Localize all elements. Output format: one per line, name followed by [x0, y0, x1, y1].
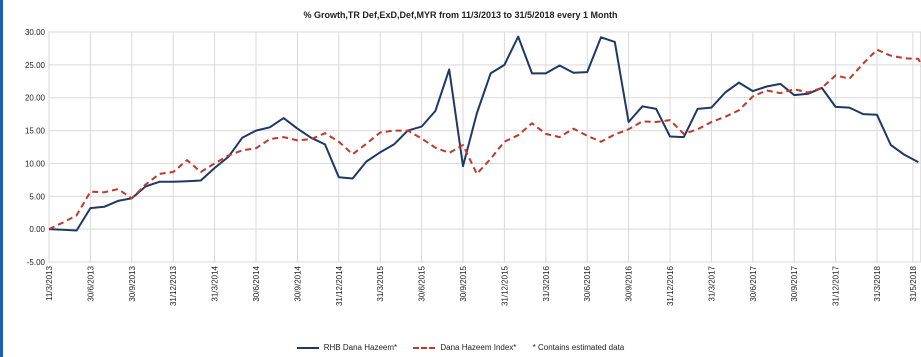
series-line-rhb-dana-hazeem: [48, 35, 919, 232]
y-tick-label: 30.00: [25, 28, 46, 37]
x-tick-label: 31/5/2018: [909, 265, 918, 301]
x-tick-label: 31/3/2016: [542, 265, 551, 301]
legend-swatch-dashed: [413, 347, 436, 350]
x-tick-label: 30/9/2016: [625, 265, 634, 301]
x-tick-label: 31/12/2016: [666, 265, 675, 306]
y-tick-label: 0.00: [29, 225, 45, 234]
series-line-dana-hazeem-index: [48, 48, 921, 231]
x-tick-label: 30/6/2017: [749, 265, 758, 301]
legend-item-index: Dana Hazeem Index*: [413, 343, 516, 352]
y-tick-label: 25.00: [25, 61, 46, 70]
legend-item-rhb: RHB Dana Hazeem*: [296, 343, 398, 353]
legend: RHB Dana Hazeem* Dana Hazeem Index* * Co…: [0, 343, 921, 352]
y-tick-label: 20.00: [25, 94, 46, 103]
x-tick-label: 30/9/2013: [128, 265, 137, 301]
y-tick-label: -5.00: [27, 258, 46, 267]
x-tick-label: 31/3/2015: [376, 265, 385, 301]
x-tick-label: 31/3/2018: [873, 265, 882, 301]
grid: [48, 31, 921, 263]
x-tick-label: 31/12/2015: [500, 265, 509, 306]
y-tick-label: 10.00: [25, 159, 46, 168]
x-tick-label: 30/9/2017: [790, 265, 799, 301]
y-tick-label: 15.00: [25, 127, 46, 136]
x-tick-label: 31/12/2017: [832, 265, 841, 306]
x-tick-label: 31/12/2013: [169, 265, 178, 306]
series-layer: [48, 35, 921, 232]
legend-swatch-solid: [296, 347, 319, 350]
x-tick-label: 30/6/2016: [583, 265, 592, 301]
y-tick-label: 5.00: [29, 192, 45, 201]
x-axis: 11/3/2013 30/6/2013 30/9/2013 31/12/2013 31/…: [45, 265, 918, 306]
y-axis: -5.00 0.00 5.00 10.00 15.00 20.00 25.00 30.00: [25, 28, 46, 267]
plot-border: [48, 31, 921, 263]
legend-footnote: * Contains estimated data: [532, 343, 625, 353]
legend-label-index: Dana Hazeem Index*: [440, 343, 517, 353]
legend-label-rhb: RHB Dana Hazeem*: [323, 343, 398, 353]
x-tick-label: 11/3/2013: [45, 265, 54, 301]
chart-title: % Growth,TR Def,ExD,Def,MYR from 11/3/20…: [303, 10, 618, 20]
x-tick-label: 30/6/2013: [86, 265, 95, 301]
x-tick-label: 30/9/2015: [459, 265, 468, 301]
x-tick-label: 31/12/2014: [335, 265, 344, 306]
x-tick-label: 31/3/2014: [211, 265, 220, 301]
x-tick-label: 30/9/2014: [293, 265, 302, 301]
x-tick-label: 30/6/2014: [252, 265, 261, 301]
x-tick-label: 30/6/2015: [418, 265, 427, 301]
x-tick-label: 31/3/2017: [707, 265, 716, 301]
